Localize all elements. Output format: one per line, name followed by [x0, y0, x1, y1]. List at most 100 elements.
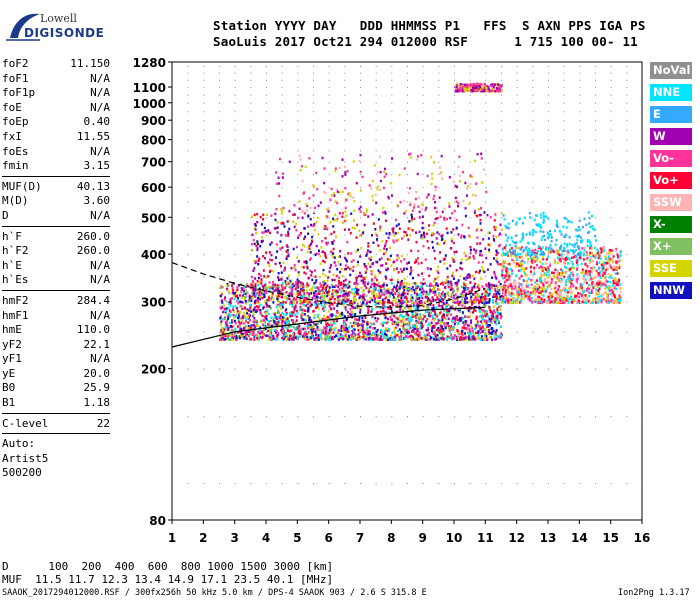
echo-point [252, 293, 255, 296]
echo-point [425, 310, 428, 314]
echo-point [362, 335, 365, 339]
echo-point [280, 291, 283, 295]
grid-dot [172, 161, 173, 163]
echo-point [363, 265, 366, 268]
echo-point [346, 284, 349, 287]
echo-point [387, 287, 390, 291]
echo-point [224, 325, 227, 329]
echo-point [452, 325, 455, 329]
echo-point [596, 281, 599, 284]
echo-point [367, 309, 370, 312]
echo-point [459, 337, 462, 341]
echo-point [459, 300, 462, 304]
param-value: 260.0 [76, 244, 110, 258]
echo-point [246, 308, 249, 311]
echo-point [443, 218, 446, 222]
echo-point [250, 324, 253, 327]
echo-point [606, 252, 609, 255]
echo-point [403, 212, 406, 215]
echo-point [612, 260, 615, 264]
grid-dot [266, 150, 267, 152]
echo-point [491, 315, 494, 319]
echo-point [303, 227, 306, 230]
echo-point [297, 260, 300, 263]
echo-point [298, 335, 301, 339]
x-tick-label: 16 [634, 531, 651, 545]
echo-point [523, 297, 526, 300]
echo-point [339, 249, 342, 253]
echo-point [307, 276, 310, 280]
echo-point [418, 334, 421, 337]
echo-point [431, 296, 434, 299]
echo-point [361, 316, 364, 320]
grid-dot [344, 254, 346, 256]
grid-dot [313, 65, 314, 67]
echo-point [342, 319, 345, 323]
echo-point [453, 250, 456, 254]
echo-point [617, 255, 620, 259]
echo-point [614, 279, 617, 282]
echo-point [464, 301, 467, 305]
echo-point [416, 307, 419, 311]
echo-point [305, 330, 308, 334]
echo-point [369, 325, 372, 329]
echo-point [285, 291, 288, 294]
echo-point [383, 305, 386, 309]
echo-point [354, 322, 357, 326]
echo-point [234, 295, 237, 298]
echo-point [327, 290, 330, 293]
echo-point [469, 298, 472, 301]
echo-point [458, 331, 461, 334]
x-tick-label: 15 [602, 531, 619, 545]
echo-point [499, 232, 502, 236]
grid-dot [391, 161, 393, 163]
echo-point [258, 292, 261, 296]
echo-point [276, 337, 279, 340]
grid-dot [407, 120, 408, 122]
echo-point [254, 325, 257, 329]
echo-point [439, 298, 442, 302]
echo-point [230, 330, 233, 333]
echo-point [399, 293, 402, 297]
echo-point [469, 248, 472, 252]
echo-point [410, 219, 413, 223]
echo-point [416, 285, 419, 289]
echo-point [220, 338, 223, 341]
echo-point [289, 312, 292, 316]
echo-point [461, 331, 464, 335]
echo-point [289, 314, 292, 318]
echo-point [450, 295, 453, 299]
echo-point [383, 330, 386, 333]
echo-point [259, 294, 262, 297]
echo-point [444, 281, 447, 285]
echo-point [410, 337, 413, 341]
grid-dot [297, 87, 299, 89]
echo-point [365, 332, 368, 335]
echo-point [361, 290, 364, 293]
echo-point [363, 320, 366, 323]
echo-point [311, 278, 314, 282]
param-value: N/A [90, 308, 110, 322]
echo-point [500, 228, 503, 232]
echo-point [405, 267, 408, 271]
echo-point [447, 317, 450, 321]
grid-dot [328, 150, 330, 152]
grid-dot [360, 129, 361, 131]
echo-point [415, 319, 418, 323]
echo-point [350, 267, 353, 270]
echo-point [255, 320, 258, 324]
grid-dot [297, 139, 299, 141]
echo-point [367, 245, 370, 248]
echo-point [289, 334, 292, 338]
echo-point [464, 315, 467, 318]
grid-dot [266, 331, 267, 333]
echo-point [493, 239, 496, 242]
echo-point [295, 315, 298, 319]
echo-point [397, 288, 400, 291]
echo-point [454, 318, 457, 321]
grid-dot [548, 94, 549, 96]
echo-point [337, 285, 340, 289]
echo-point [360, 279, 363, 283]
echo-point [395, 289, 398, 293]
param-row: foF2 11.150 [2, 57, 110, 72]
